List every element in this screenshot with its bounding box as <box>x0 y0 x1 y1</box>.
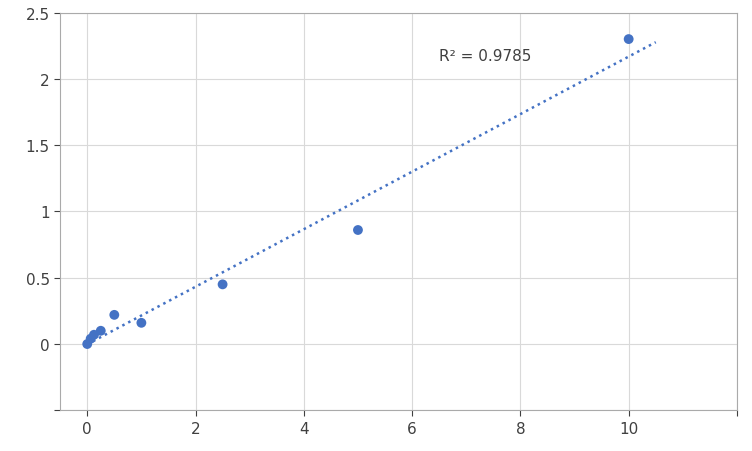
Text: R² = 0.9785: R² = 0.9785 <box>439 49 532 64</box>
Point <box>85 336 97 343</box>
Point <box>95 327 107 335</box>
Point <box>81 341 93 348</box>
Point <box>217 281 229 288</box>
Point <box>135 319 147 327</box>
Point <box>352 227 364 234</box>
Point <box>88 331 100 339</box>
Point <box>108 312 120 319</box>
Point <box>623 37 635 44</box>
